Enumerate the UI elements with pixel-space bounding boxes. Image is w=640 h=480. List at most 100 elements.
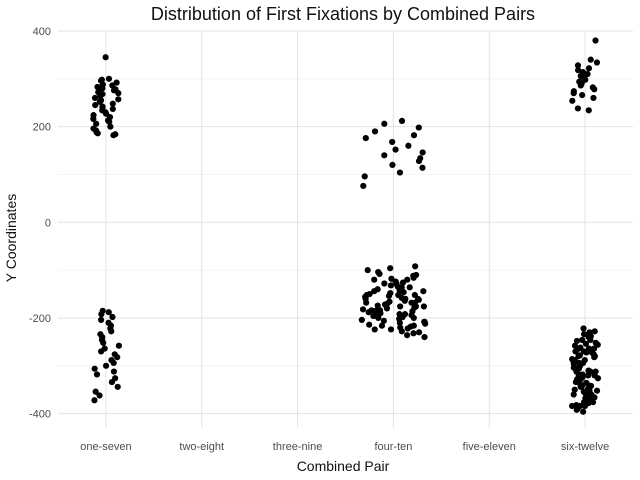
data-point	[378, 322, 386, 329]
data-point	[359, 306, 367, 313]
data-point	[585, 107, 592, 114]
data-point	[98, 348, 105, 355]
data-point	[389, 161, 396, 168]
data-point	[371, 288, 378, 295]
data-point	[108, 328, 115, 335]
x-tick-label: one-seven	[80, 441, 131, 453]
data-point	[406, 284, 413, 291]
data-point	[592, 37, 599, 44]
data-point	[93, 120, 100, 127]
grid-layer	[58, 30, 633, 428]
data-point	[415, 157, 423, 165]
data-point	[381, 120, 388, 127]
data-point	[410, 314, 417, 322]
data-point	[102, 54, 109, 61]
data-point	[372, 311, 379, 318]
data-point	[398, 117, 406, 124]
x-tick-label: two-eight	[179, 441, 224, 453]
data-point	[384, 300, 391, 307]
data-point	[573, 337, 581, 345]
data-point	[579, 91, 586, 99]
data-point	[583, 349, 590, 356]
data-point	[397, 303, 404, 310]
data-point	[392, 146, 399, 153]
data-point	[100, 339, 107, 346]
data-point	[381, 280, 388, 287]
data-point	[420, 288, 427, 295]
data-point	[110, 132, 117, 139]
data-point	[570, 360, 577, 367]
data-point	[421, 318, 428, 325]
data-point	[364, 267, 371, 274]
data-point	[92, 388, 99, 395]
data-point	[366, 321, 373, 328]
chart-title: Distribution of First Fixations by Combi…	[151, 4, 535, 24]
data-point	[90, 115, 97, 123]
y-tick-label: -400	[29, 409, 51, 421]
data-point	[577, 383, 584, 390]
data-point	[570, 391, 577, 398]
data-point	[92, 102, 99, 109]
data-point	[580, 331, 588, 338]
data-point	[109, 313, 116, 321]
axis-layer: 400 200 0 -200 -400 one-seven two-eight three-n…	[29, 26, 609, 453]
data-point	[591, 328, 598, 335]
x-axis-title: Combined Pair	[297, 458, 390, 474]
data-point	[570, 90, 577, 97]
data-point	[395, 291, 402, 299]
data-point	[389, 138, 396, 146]
data-point	[94, 130, 101, 137]
y-axis-title: Y Coordinates	[3, 194, 19, 282]
data-point	[412, 263, 419, 270]
data-point	[91, 397, 98, 404]
x-tick-label: three-nine	[273, 441, 323, 453]
y-tick-label: 400	[33, 26, 51, 38]
data-point	[91, 365, 98, 372]
y-tick-label: 0	[45, 217, 51, 229]
data-point	[575, 67, 582, 74]
data-point	[413, 271, 420, 279]
data-point	[396, 311, 403, 318]
data-point	[110, 368, 118, 375]
data-point	[410, 322, 417, 329]
data-point	[412, 303, 419, 310]
x-tick-label: six-twelve	[561, 441, 609, 453]
data-point	[114, 354, 121, 361]
data-point	[579, 371, 586, 378]
data-point	[380, 317, 387, 324]
data-point	[585, 65, 593, 72]
data-point	[404, 332, 411, 339]
data-point	[98, 316, 105, 323]
data-point	[580, 408, 587, 415]
data-point	[577, 344, 584, 351]
data-point	[99, 85, 106, 92]
x-tick-label: five-eleven	[463, 441, 516, 453]
data-point	[361, 173, 368, 180]
data-point	[405, 142, 412, 149]
data-point	[577, 82, 584, 89]
data-point	[102, 362, 110, 369]
data-point	[575, 353, 582, 360]
points-layer	[90, 37, 602, 415]
data-point	[110, 359, 117, 367]
data-point	[569, 402, 576, 410]
data-point	[94, 83, 101, 91]
data-point	[107, 123, 114, 130]
data-point	[400, 289, 407, 296]
data-point	[387, 282, 394, 289]
data-point	[109, 100, 116, 107]
data-point	[591, 372, 598, 379]
data-point	[91, 94, 99, 102]
data-point	[569, 97, 576, 104]
data-point	[360, 182, 367, 190]
data-point	[398, 328, 405, 335]
data-point	[415, 329, 423, 336]
data-point	[580, 399, 588, 406]
data-point	[109, 105, 116, 113]
data-point	[420, 303, 427, 310]
data-point	[96, 392, 103, 399]
data-point	[404, 276, 411, 283]
data-point	[396, 169, 404, 176]
